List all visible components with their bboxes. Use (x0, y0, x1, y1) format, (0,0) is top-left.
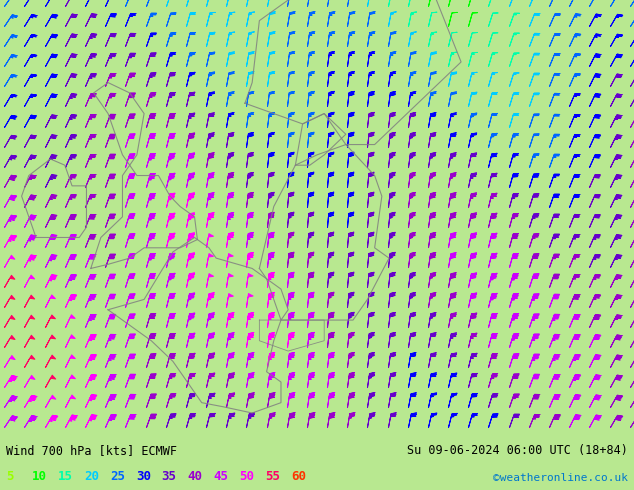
Text: 15: 15 (58, 470, 73, 483)
Text: 35: 35 (162, 470, 177, 483)
Text: 20: 20 (84, 470, 99, 483)
Text: ©weatheronline.co.uk: ©weatheronline.co.uk (493, 473, 628, 483)
Text: 45: 45 (214, 470, 228, 483)
Text: 5: 5 (6, 470, 14, 483)
Text: 25: 25 (110, 470, 125, 483)
Text: 60: 60 (291, 470, 306, 483)
Text: 10: 10 (32, 470, 47, 483)
Text: Su 09-06-2024 06:00 UTC (18+84): Su 09-06-2024 06:00 UTC (18+84) (407, 444, 628, 457)
Text: Wind 700 hPa [kts] ECMWF: Wind 700 hPa [kts] ECMWF (6, 444, 178, 457)
Text: 50: 50 (240, 470, 254, 483)
Text: 30: 30 (136, 470, 151, 483)
Text: 40: 40 (188, 470, 202, 483)
Text: 55: 55 (265, 470, 280, 483)
